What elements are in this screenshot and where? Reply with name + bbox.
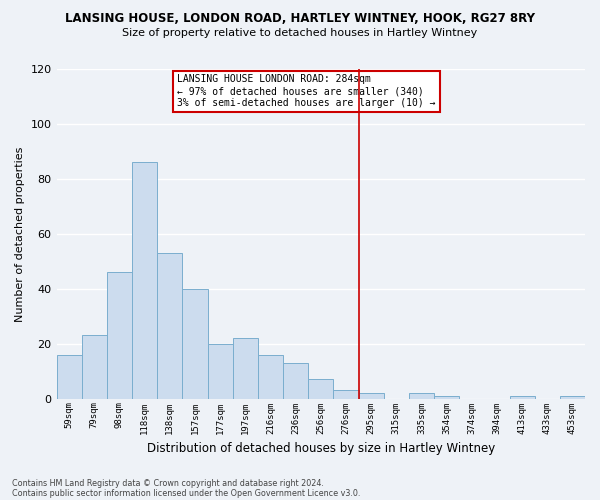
Bar	[434, 396, 459, 398]
Bar	[283, 363, 308, 398]
Bar	[208, 344, 233, 398]
Bar	[334, 390, 359, 398]
Bar	[308, 380, 334, 398]
X-axis label: Distribution of detached houses by size in Hartley Wintney: Distribution of detached houses by size …	[146, 442, 495, 455]
Y-axis label: Number of detached properties: Number of detached properties	[15, 146, 25, 322]
Bar	[82, 336, 107, 398]
Text: Contains public sector information licensed under the Open Government Licence v3: Contains public sector information licen…	[12, 488, 361, 498]
Bar	[409, 393, 434, 398]
Text: LANSING HOUSE, LONDON ROAD, HARTLEY WINTNEY, HOOK, RG27 8RY: LANSING HOUSE, LONDON ROAD, HARTLEY WINT…	[65, 12, 535, 26]
Text: Contains HM Land Registry data © Crown copyright and database right 2024.: Contains HM Land Registry data © Crown c…	[12, 478, 324, 488]
Bar	[107, 272, 132, 398]
Text: LANSING HOUSE LONDON ROAD: 284sqm
← 97% of detached houses are smaller (340)
3% : LANSING HOUSE LONDON ROAD: 284sqm ← 97% …	[178, 74, 436, 108]
Bar	[182, 289, 208, 399]
Bar	[560, 396, 585, 398]
Bar	[157, 253, 182, 398]
Bar	[509, 396, 535, 398]
Text: Size of property relative to detached houses in Hartley Wintney: Size of property relative to detached ho…	[122, 28, 478, 38]
Bar	[359, 393, 383, 398]
Bar	[258, 354, 283, 399]
Bar	[56, 354, 82, 399]
Bar	[132, 162, 157, 398]
Bar	[233, 338, 258, 398]
